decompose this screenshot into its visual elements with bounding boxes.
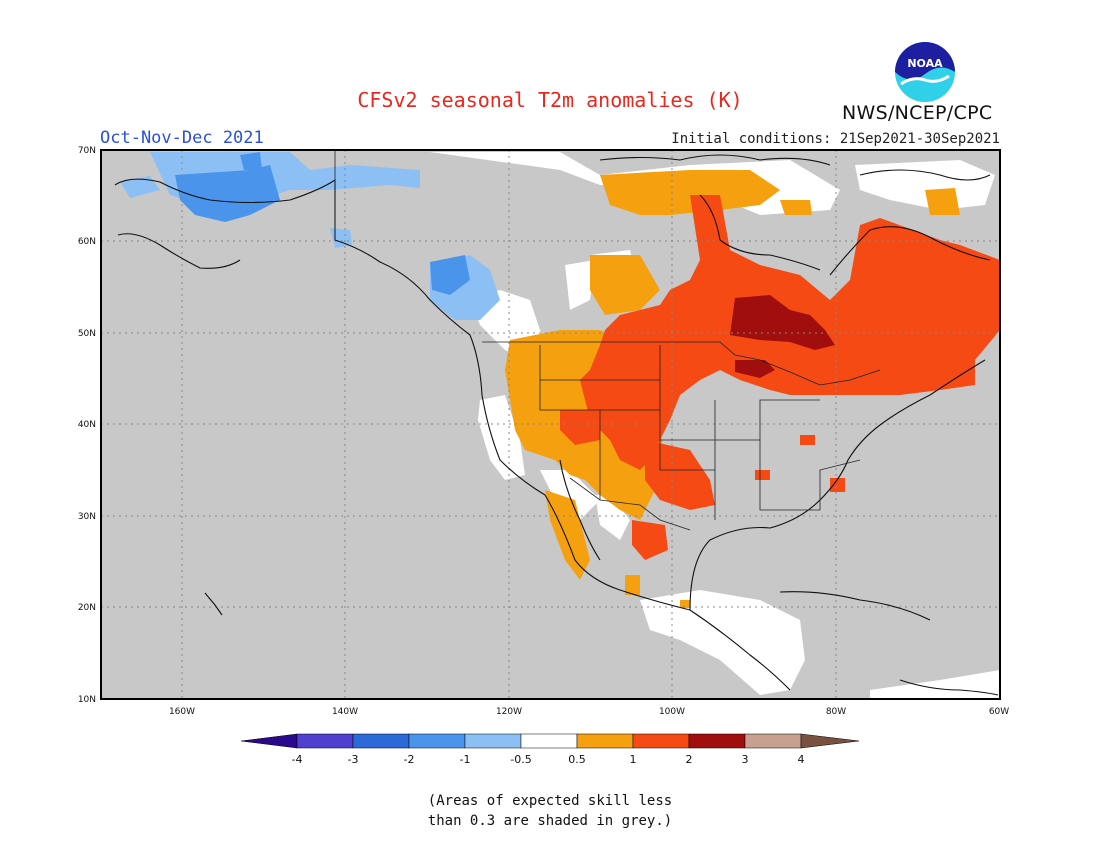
season-label: Oct-Nov-Dec 2021 (100, 128, 264, 148)
skill-note-line-2: than 0.3 are shaded in grey.) (427, 813, 673, 829)
noaa-logo-text: NOAA (907, 57, 943, 70)
colorbar-label: -1 (460, 753, 471, 766)
colorbar-bin (296, 733, 354, 749)
borders (334, 150, 881, 531)
red-region-carolinas (830, 478, 845, 492)
lon-label: 120W (496, 707, 522, 717)
colorbar-label: 0.5 (568, 753, 586, 766)
coastlines (114, 154, 999, 696)
colorbar-label: 2 (686, 753, 693, 766)
colorbar-bin (352, 733, 410, 749)
red-region-ohio (800, 435, 815, 445)
gridlines (101, 150, 1000, 699)
orange-region-baffin (925, 188, 960, 215)
red-region-mexico-north (632, 520, 668, 560)
colorbar-label: -2 (404, 753, 415, 766)
lat-label: 10N (78, 695, 96, 705)
near-normal-region-east-arctic (855, 160, 995, 210)
latitude-labels: 70N 60N 50N 40N 30N 20N 10N (78, 146, 96, 705)
colorbar-bin (688, 733, 746, 749)
map-frame (100, 149, 1001, 700)
colorbar-bin (464, 733, 522, 749)
orange-region-mexico-west (545, 490, 590, 580)
orange-region-arctic-archipelago (600, 170, 780, 215)
lon-label: 60W (989, 707, 1009, 717)
lat-label: 40N (78, 420, 96, 430)
red-region-colorado (560, 410, 600, 445)
dark-red-region-great-lakes (735, 360, 775, 378)
blue-region-alaska-small (240, 152, 262, 170)
light-blue-region-alaska-west (120, 176, 160, 198)
colorbar-bin (632, 733, 690, 749)
near-normal-region-mexico (595, 495, 630, 540)
colorbar-label: -0.5 (510, 753, 531, 766)
red-region-southeast-spots (755, 470, 770, 480)
skill-note: (Areas of expected skill less than 0.3 a… (0, 791, 1100, 831)
colorbar (240, 733, 860, 749)
near-normal-region-baja (540, 470, 600, 520)
skill-note-line-1: (Areas of expected skill less (427, 793, 673, 809)
initial-conditions-label: Initial conditions: 21Sep2021-30Sep2021 (671, 131, 1000, 147)
colorbar-label: 1 (630, 753, 637, 766)
lat-label: 50N (78, 329, 96, 339)
orange-region-prairie-west (590, 255, 660, 315)
lon-label: 140W (332, 707, 358, 717)
red-region-texas (645, 440, 715, 510)
colorbar-bin (576, 733, 634, 749)
noaa-logo: NOAA (895, 42, 955, 102)
colorbar-label: -4 (292, 753, 303, 766)
colorbar-label: 3 (742, 753, 749, 766)
near-normal-region-caribbean (870, 670, 1000, 699)
lat-label: 70N (78, 146, 96, 156)
dark-red-region-ontario (730, 295, 835, 350)
colorbar-low-arrow (240, 733, 298, 749)
near-normal-region-central-america (640, 590, 805, 695)
map-title: CFSv2 seasonal T2m anomalies (K) (357, 88, 743, 112)
anomaly-shading (120, 152, 1000, 699)
lat-label: 20N (78, 603, 96, 613)
colorbar-bin (408, 733, 466, 749)
colorbar-label: 4 (798, 753, 805, 766)
blue-region-bc (430, 255, 470, 295)
colorbar-label: -3 (348, 753, 359, 766)
longitude-labels: 160W 140W 120W 100W 80W 60W (169, 707, 1009, 717)
blue-region-alaska-north (175, 165, 280, 222)
lat-label: 30N (78, 512, 96, 522)
colorbar-high-arrow (800, 733, 860, 749)
lat-label: 60N (78, 237, 96, 247)
colorbar-labels: -4 -3 -2 -1 -0.5 0.5 1 2 3 4 (292, 753, 805, 766)
orange-region-mexico-small (625, 575, 640, 595)
colorbar-bin (520, 733, 578, 749)
lon-label: 80W (826, 707, 846, 717)
orange-region-yucatan-small (680, 600, 690, 608)
near-normal-region-bc-north (565, 260, 595, 310)
agency-label: NWS/NCEP/CPC (842, 102, 993, 124)
lon-label: 100W (659, 707, 685, 717)
orange-region-east-arctic (780, 200, 812, 215)
colorbar-bin (744, 733, 802, 749)
near-normal-region-west-coast (478, 395, 525, 480)
lon-label: 160W (169, 707, 195, 717)
